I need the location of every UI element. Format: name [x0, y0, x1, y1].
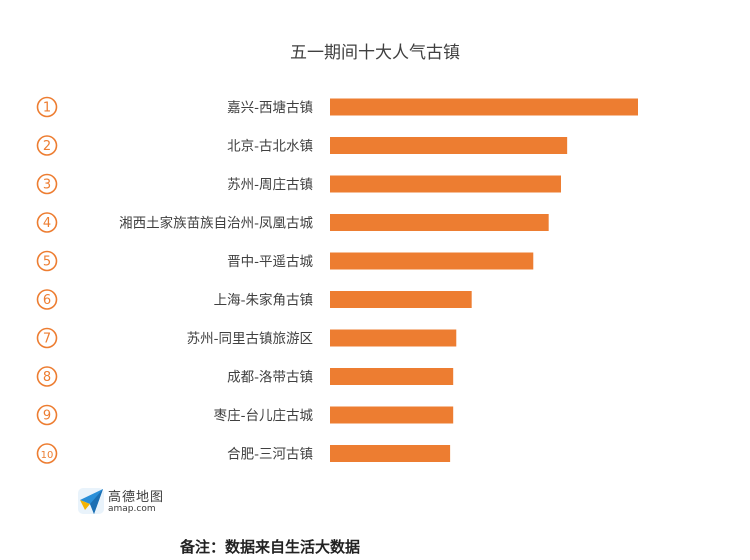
- rank-circle: [36, 212, 58, 233]
- rank-number: 9: [43, 409, 51, 424]
- category-label: 晋中-平遥古城: [227, 254, 313, 270]
- rank-circle: [36, 135, 58, 156]
- footnote: 备注：数据来自生活大数据: [180, 538, 361, 556]
- rank-number: 6: [43, 293, 51, 308]
- bar: [330, 214, 549, 231]
- amap-paper-plane-icon: [78, 488, 104, 514]
- bar: [330, 291, 472, 308]
- bar: [330, 406, 454, 424]
- bar-chart-svg: 1 嘉兴-西塘古镇 2 北京-古北水镇 3 苏州-周庄古镇 4 湘西土家族苗族自治州-凤凰古城…: [36, 96, 638, 464]
- chart-title: 五一期间十大人气古镇: [290, 43, 460, 63]
- category-label: 枣庄-台儿庄古城: [214, 407, 314, 424]
- category-label: 苏州-周庄古镇: [227, 176, 313, 193]
- bar: [330, 368, 454, 385]
- category-label: 成都-洛带古镇: [227, 370, 313, 386]
- rank-number: 7: [43, 332, 51, 347]
- category-label: 上海-朱家角古镇: [214, 292, 313, 309]
- rank-circle: [36, 96, 58, 118]
- rank-circle: [36, 443, 58, 464]
- rank-number: 10: [41, 450, 54, 461]
- rank-circle: [36, 327, 58, 349]
- logo-name: 高德地图: [108, 490, 165, 505]
- rank-circle: [36, 404, 58, 426]
- bar: [330, 252, 534, 270]
- rank-circle: [36, 366, 58, 387]
- bar: [330, 329, 457, 347]
- rank-number: 3: [43, 178, 51, 193]
- bar: [330, 445, 451, 462]
- category-label: 苏州-同里古镇旅游区: [187, 331, 313, 347]
- rank-circle: [36, 289, 58, 310]
- category-label: 北京-古北水镇: [227, 139, 313, 155]
- bar: [330, 98, 638, 116]
- amap-logo: 高德地图 amap.com: [76, 484, 196, 520]
- rank-number: 4: [43, 216, 51, 231]
- rank-number: 2: [43, 139, 51, 154]
- bar: [330, 137, 568, 154]
- rank-number: 1: [43, 101, 51, 116]
- logo-url: amap.com: [108, 504, 156, 514]
- bar: [330, 175, 561, 193]
- rank-number: 8: [43, 370, 51, 385]
- rank-circle: [36, 173, 58, 195]
- rank-number: 5: [43, 255, 51, 270]
- category-label: 嘉兴-西塘古镇: [227, 100, 313, 116]
- category-label: 湘西土家族苗族自治州-凤凰古城: [119, 215, 313, 232]
- category-label: 合肥-三河古镇: [227, 447, 313, 463]
- rank-circle: [36, 250, 58, 272]
